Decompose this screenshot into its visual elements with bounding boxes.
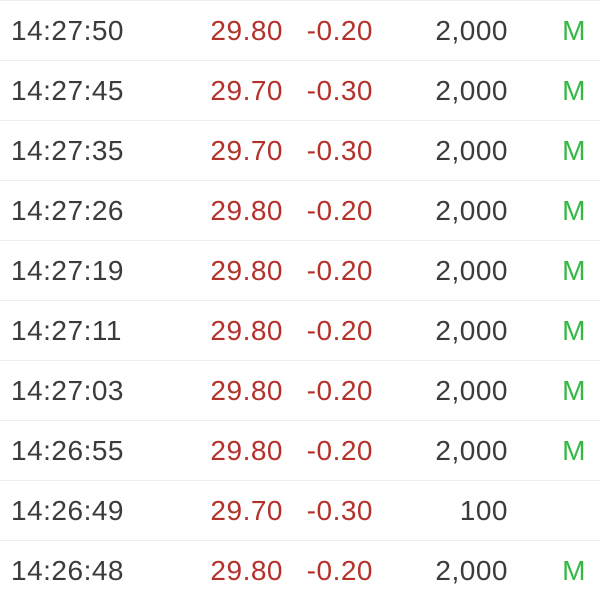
trade-change: -0.20: [306, 254, 373, 286]
trade-price: 29.80: [210, 374, 283, 406]
trade-volume: 2,000: [435, 14, 508, 46]
trade-time: 14:26:55: [11, 434, 124, 466]
table-row: 14:26:55 29.80 -0.20 2,000 M: [0, 421, 600, 481]
trade-change: -0.20: [306, 374, 373, 406]
trade-change: -0.30: [306, 74, 373, 106]
trade-price: 29.80: [210, 314, 283, 346]
trade-volume: 100: [459, 494, 508, 526]
trade-change: -0.20: [306, 314, 373, 346]
trade-time: 14:27:19: [11, 254, 124, 286]
trade-change: -0.20: [306, 14, 373, 46]
trade-time: 14:26:48: [11, 554, 124, 586]
table-row: 14:26:48 29.80 -0.20 2,000 M: [0, 541, 600, 600]
market-flag: M: [562, 374, 586, 406]
table-row: 14:27:11 29.80 -0.20 2,000 M: [0, 301, 600, 361]
trade-volume: 2,000: [435, 254, 508, 286]
market-flag: M: [562, 14, 586, 46]
trade-volume: 2,000: [435, 134, 508, 166]
market-flag: M: [562, 554, 586, 586]
trade-time: 14:27:35: [11, 134, 124, 166]
table-row: 14:27:50 29.80 -0.20 2,000 M: [0, 1, 600, 61]
trade-change: -0.30: [306, 134, 373, 166]
trade-time: 14:27:26: [11, 194, 124, 226]
table-row: 14:26:49 29.70 -0.30 100: [0, 481, 600, 541]
market-flag: M: [562, 434, 586, 466]
table-row: 14:27:45 29.70 -0.30 2,000 M: [0, 61, 600, 121]
trade-time: 14:27:03: [11, 374, 124, 406]
trade-volume: 2,000: [435, 74, 508, 106]
trade-time: 14:27:50: [11, 14, 124, 46]
trade-change: -0.20: [306, 434, 373, 466]
table-row: 14:27:35 29.70 -0.30 2,000 M: [0, 121, 600, 181]
trade-volume: 2,000: [435, 374, 508, 406]
trade-price: 29.80: [210, 554, 283, 586]
trade-time: 14:26:49: [11, 494, 124, 526]
market-flag: M: [562, 74, 586, 106]
trade-price: 29.70: [210, 74, 283, 106]
table-row: 14:27:03 29.80 -0.20 2,000 M: [0, 361, 600, 421]
trade-volume: 2,000: [435, 554, 508, 586]
trade-change: -0.20: [306, 194, 373, 226]
trade-price: 29.80: [210, 254, 283, 286]
trade-price: 29.80: [210, 434, 283, 466]
trade-price: 29.80: [210, 14, 283, 46]
market-flag: M: [562, 134, 586, 166]
table-row: 14:27:26 29.80 -0.20 2,000 M: [0, 181, 600, 241]
trade-time: 14:27:11: [11, 314, 122, 346]
market-flag: M: [562, 194, 586, 226]
trade-price: 29.70: [210, 494, 283, 526]
trade-change: -0.30: [306, 494, 373, 526]
market-flag: M: [562, 254, 586, 286]
market-flag: M: [562, 314, 586, 346]
table-row: 14:27:19 29.80 -0.20 2,000 M: [0, 241, 600, 301]
trade-price: 29.70: [210, 134, 283, 166]
trade-volume: 2,000: [435, 434, 508, 466]
trade-volume: 2,000: [435, 314, 508, 346]
trade-change: -0.20: [306, 554, 373, 586]
trade-volume: 2,000: [435, 194, 508, 226]
trade-price: 29.80: [210, 194, 283, 226]
trade-time: 14:27:45: [11, 74, 124, 106]
